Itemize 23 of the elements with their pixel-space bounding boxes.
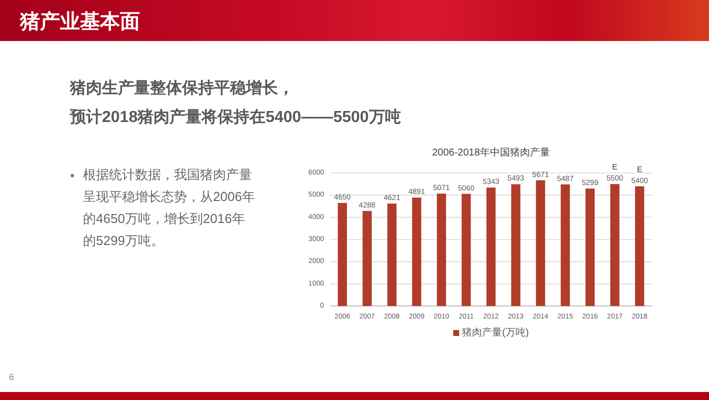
- text: 猪产业基本面: [20, 10, 140, 35]
- annotation: E: [612, 162, 618, 172]
- bar: [462, 194, 471, 306]
- annotation: E: [636, 164, 642, 174]
- bar: [511, 184, 520, 306]
- bar: [338, 202, 347, 306]
- chart-title: 2006-2018年中国猪肉产量: [432, 146, 550, 158]
- bar: [412, 198, 422, 306]
- text: 6: [9, 371, 14, 383]
- bar: [486, 188, 496, 306]
- text: •: [70, 166, 75, 184]
- bar: [362, 210, 372, 306]
- bar: [610, 184, 620, 306]
- bar: [387, 204, 397, 306]
- bar: [635, 186, 644, 306]
- bar: [585, 188, 595, 306]
- legend-label: 猪肉产量(万吨): [462, 326, 529, 338]
- bar: [560, 184, 570, 306]
- text: 预计2018猪肉产量将保持在5400——5500万吨: [70, 107, 401, 128]
- text: 猪肉生产量整体保持平稳增长，: [70, 78, 294, 98]
- bar: [536, 180, 546, 306]
- text: 根据统计数据，我国猪肉产量呈现平稳增长态势，从2006年的4650万吨，增长到2016年的5299万吨。: [83, 166, 256, 250]
- bar: [436, 194, 446, 306]
